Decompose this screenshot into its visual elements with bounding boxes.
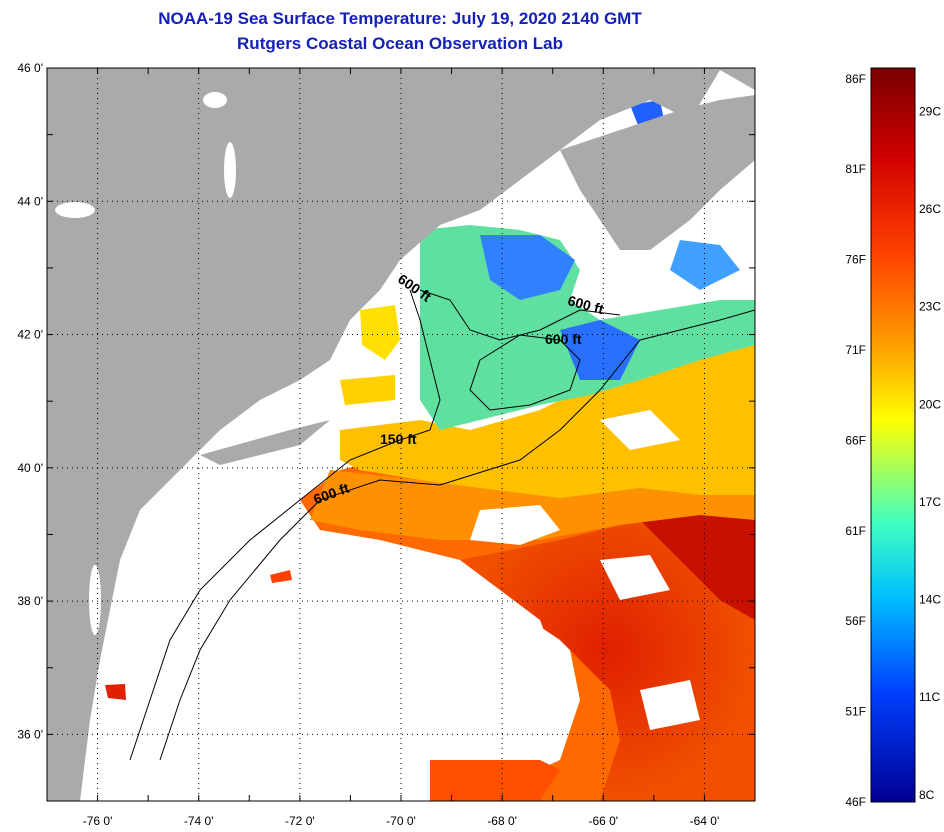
colorbar-gradient [870, 67, 916, 803]
contour-label: 150 ft [380, 431, 417, 447]
colorbar-fahrenheit-label: 46F [845, 795, 866, 809]
longitude-label: -74 0' [184, 814, 214, 828]
longitude-label: -66 0' [588, 814, 618, 828]
latitude-label: 36 0' [17, 727, 43, 741]
shelf-front [340, 340, 755, 500]
georges-bank-outline [469, 334, 581, 411]
cloud-patch [600, 410, 680, 450]
map-axes: 46 0' 44 0' 42 0' 40 0' 38 0' 36 0' -76 0' -74 … [17, 61, 756, 828]
graticule [47, 68, 755, 801]
contour-label: 600 ft [545, 331, 582, 347]
lake [224, 142, 236, 198]
colorbar-celsius-label: 29C [919, 104, 941, 118]
latitude-label: 42 0' [17, 328, 43, 342]
eddy-offshore [270, 570, 292, 583]
eddy-southwest [105, 684, 126, 700]
lake [203, 92, 227, 108]
isobath-gulf-of-maine [419, 289, 621, 341]
colorbar-fahrenheit-label: 81F [845, 162, 866, 176]
long-island [200, 420, 330, 465]
cloud-patch [640, 680, 700, 730]
cloud-patch-southwest [300, 540, 570, 760]
map-subtitle: Rutgers Coastal Ocean Observation Lab [237, 34, 563, 53]
colorbar-fahrenheit-label: 86F [845, 72, 866, 86]
mainland-landmass [47, 68, 755, 801]
cold-water-patch-northeast [670, 240, 740, 290]
colorbar-celsius-label: 8C [919, 788, 935, 802]
colorbar-celsius-label: 20C [919, 397, 941, 411]
isobath-600ft [159, 309, 755, 761]
isobath-150ft [129, 289, 441, 761]
colorbar-fahrenheit-label: 76F [845, 253, 866, 267]
colorbar-celsius-label: 11C [919, 690, 940, 704]
dark-red-band [640, 505, 755, 620]
orange-front [310, 470, 755, 540]
longitude-label: -72 0' [285, 814, 315, 828]
cape-cod-bay-warm [360, 305, 400, 360]
southern-warm-strip [430, 750, 560, 801]
latitude-label: 44 0' [17, 194, 43, 208]
latitude-label: 40 0' [17, 461, 43, 475]
cloud-patch [600, 555, 670, 600]
nova-scotia-landmass [560, 95, 755, 250]
cloud-patch [470, 505, 560, 545]
latitude-label: 46 0' [17, 61, 43, 75]
longitude-label: -64 0' [690, 814, 720, 828]
latitude-label: 38 0' [17, 594, 43, 608]
colorbar-celsius-label: 17C [919, 495, 941, 509]
colorbar-labels: 86F 81F 76F 71F 66F 61F 56F 51F 46F 29C 26C 23C 20C 1… [845, 72, 941, 809]
colorbar-celsius-label: 23C [919, 300, 941, 314]
colorbar-fahrenheit-label: 61F [845, 524, 866, 538]
colorbar: 86F 81F 76F 71F 66F 61F 56F 51F 46F 29C 26C 23C 20C 1… [845, 67, 941, 809]
colorbar-celsius-label: 26C [919, 202, 941, 216]
hot-water-core [460, 500, 755, 801]
colorbar-fahrenheit-label: 51F [845, 705, 866, 719]
nantucket-warm [340, 375, 395, 405]
map-title: NOAA-19 Sea Surface Temperature: July 19… [158, 9, 642, 28]
colorbar-fahrenheit-label: 66F [845, 433, 866, 447]
lake [55, 202, 95, 218]
longitude-label: -76 0' [83, 814, 113, 828]
longitude-label: -70 0' [386, 814, 416, 828]
cold-water-patch [480, 235, 575, 300]
longitude-label: -68 0' [487, 814, 517, 828]
colorbar-celsius-label: 14C [919, 593, 941, 607]
chesapeake-bay [89, 565, 101, 635]
colorbar-fahrenheit-label: 56F [845, 614, 866, 628]
colorbar-fahrenheit-label: 71F [845, 343, 866, 357]
